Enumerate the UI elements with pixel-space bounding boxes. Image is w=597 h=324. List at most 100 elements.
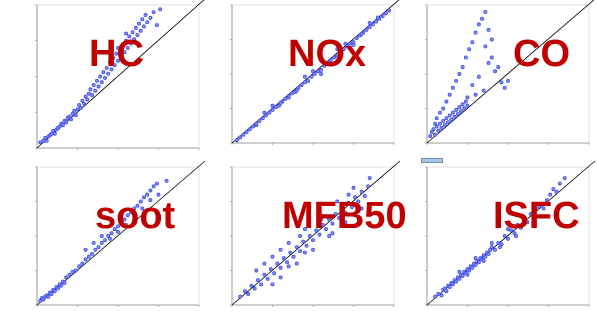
panel-co-point	[480, 16, 485, 21]
panel-isfc-point	[496, 240, 501, 245]
panel-co-point	[452, 114, 457, 119]
panel-isfc-point	[433, 294, 438, 299]
panel-mfb50-point	[351, 185, 356, 190]
panel-hc-point	[72, 108, 77, 113]
panel-mfb50-point	[346, 192, 351, 197]
panel-nox-point	[289, 91, 294, 96]
panel-nox-point	[367, 20, 372, 25]
panel-hc-point	[64, 120, 69, 125]
panel-isfc-point	[465, 272, 470, 277]
panel-hc-point	[98, 74, 103, 79]
panel-hc-point	[82, 101, 86, 106]
panel-nox-point	[283, 96, 288, 101]
panel-mfb50-point	[356, 209, 361, 214]
panel-hc-point	[51, 128, 56, 133]
panel-co-point	[502, 85, 507, 90]
panel-soot-point	[154, 181, 159, 186]
panel-nox-point	[270, 107, 275, 112]
panel-co-point	[439, 125, 444, 130]
panel-isfc-point	[528, 211, 533, 216]
panel-mfb50-point	[243, 289, 247, 294]
panel-isfc-point	[538, 203, 543, 208]
panel-mfb50-point	[314, 228, 319, 233]
panel-hc-point	[135, 33, 140, 37]
panel-soot-point	[99, 234, 104, 238]
panel-mfb50-point	[238, 294, 243, 299]
panel-isfc-point	[483, 254, 488, 259]
panel-nox-point	[251, 124, 256, 129]
panel-nox-point	[370, 22, 375, 27]
panel-nox-point	[309, 74, 314, 79]
panel-soot-point	[141, 195, 146, 200]
panel-mfb50-point	[317, 232, 322, 237]
panel-hc-point	[44, 138, 49, 143]
panel-co-point	[483, 44, 488, 49]
panel-hc-point	[99, 80, 104, 85]
panel-co-point	[473, 92, 478, 97]
panel-soot-point	[49, 292, 54, 296]
panel-mfb50-point	[286, 264, 291, 269]
panel-co-point	[486, 61, 491, 65]
panel-co-point	[442, 123, 447, 128]
panel-mfb50-point	[262, 261, 267, 266]
panel-isfc-point	[489, 240, 494, 245]
panel-nox-point	[273, 105, 278, 110]
panel-isfc-point	[454, 279, 459, 284]
panel-nox-point	[294, 88, 299, 93]
panel-isfc-point	[562, 176, 567, 180]
panel-hc-point	[52, 131, 57, 136]
panel-co-point	[436, 128, 441, 133]
panel-mfb50-point	[265, 276, 270, 281]
panel-co-point	[438, 121, 442, 126]
panel-co-point	[447, 113, 452, 118]
panel-hc: HC	[33, 0, 205, 158]
panel-hc-point	[57, 124, 62, 129]
panel-isfc-point	[519, 225, 523, 230]
panel-mfb50-point	[302, 227, 307, 232]
panel-hc-point	[124, 31, 129, 36]
panel-soot-point	[41, 297, 46, 302]
panel-mfb50-point	[294, 245, 299, 249]
panel-hc-point	[119, 54, 124, 59]
panel-mfb50-point	[320, 223, 325, 227]
panel-hc-point	[88, 87, 93, 92]
panel-mfb50-point	[319, 213, 324, 218]
panel-nox-point	[302, 74, 307, 79]
panel-mfb50-point	[270, 282, 275, 287]
panel-soot-point	[151, 184, 156, 189]
panel-mfb50-point	[254, 268, 259, 273]
panel-co-point	[433, 132, 438, 137]
panel-co-point	[428, 134, 433, 139]
panel-co-point	[444, 116, 449, 121]
panel-soot-point	[164, 178, 169, 183]
panel-isfc: ISFC	[423, 160, 596, 315]
panel-co-point	[446, 120, 451, 125]
panel-co-point	[489, 55, 494, 60]
panel-mfb50-point	[327, 217, 332, 222]
panel-hc-point	[122, 50, 127, 55]
panel-mfb50-point	[336, 216, 341, 221]
panel-isfc-point	[457, 276, 462, 281]
panel-hc-point	[145, 20, 150, 25]
panel-nox-point	[387, 8, 392, 13]
panel-mfb50-point	[353, 195, 358, 200]
panel-isfc-point	[497, 245, 502, 249]
panel-co-point	[499, 80, 504, 85]
panel-isfc-point	[493, 247, 497, 252]
panel-co-point	[481, 88, 486, 93]
panel-mfb50-point	[367, 176, 372, 180]
panel-hc-point	[85, 97, 90, 102]
panel-isfc-point	[525, 220, 530, 225]
panel-hc-point	[125, 45, 130, 50]
panel-nox-point	[335, 47, 340, 52]
panel-mfb50-point	[359, 206, 364, 211]
panel-isfc-label: ISFC	[493, 195, 580, 237]
panel-isfc-point	[506, 227, 510, 232]
panel-hc-point	[133, 25, 138, 30]
panel-mfb50-point	[324, 227, 328, 232]
panel-hc-point	[154, 23, 159, 27]
panel-hc-point	[141, 24, 146, 29]
panel-mfb50-point	[291, 254, 296, 259]
panel-soot-point	[86, 254, 91, 259]
